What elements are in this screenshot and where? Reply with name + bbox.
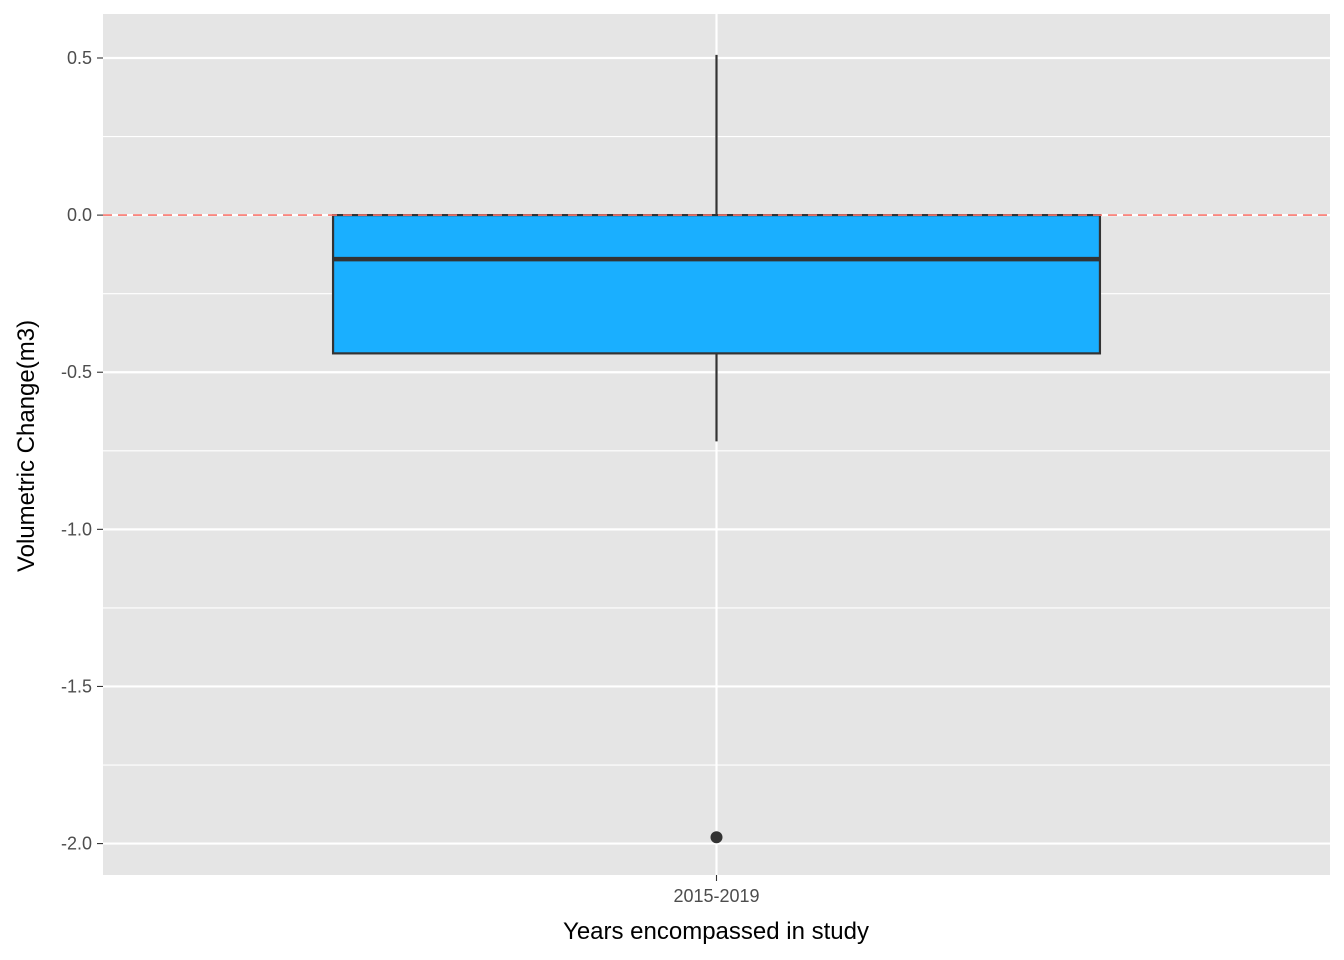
y-tick-label: 0.5 — [67, 48, 92, 68]
x-axis: 2015-2019 — [673, 875, 760, 906]
y-tick-label: -0.5 — [61, 362, 92, 382]
box-iqr — [331, 214, 1102, 355]
outlier-point — [710, 831, 723, 844]
y-axis-title: Volumetric Change(m3) — [13, 320, 40, 572]
y-tick-label: -1.5 — [61, 676, 92, 696]
y-tick-label: -2.0 — [61, 834, 92, 854]
y-axis: 0.5 0.0 -0.5 -1.0 -1.5 -2.0 — [61, 48, 103, 854]
y-tick-label: 0.0 — [67, 205, 92, 225]
y-tick-label: -1.0 — [61, 519, 92, 539]
x-tick-label: 2015-2019 — [673, 886, 759, 906]
x-axis-title: Years encompassed in study — [563, 918, 869, 945]
box-marks — [103, 54, 1330, 844]
